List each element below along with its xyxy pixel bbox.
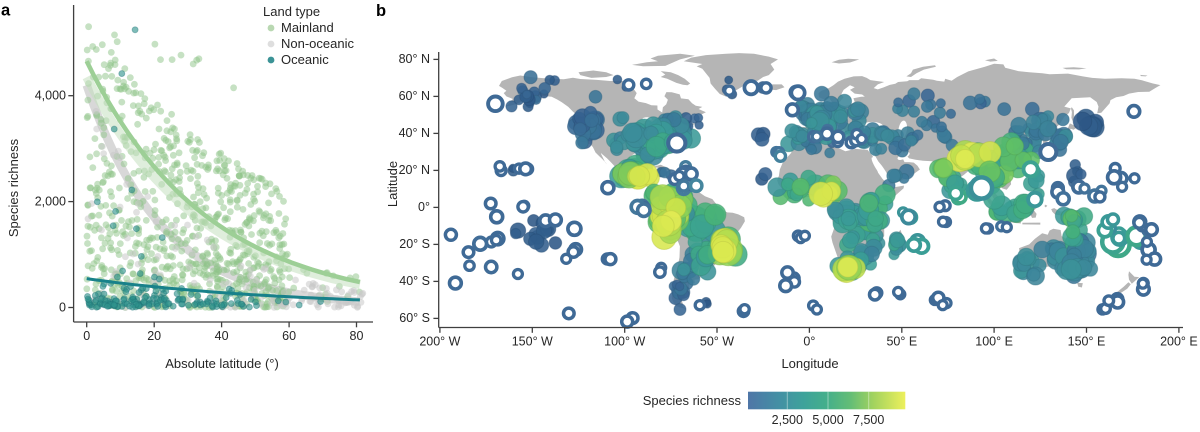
svg-text:0°: 0° — [803, 335, 815, 349]
svg-text:100° W: 100° W — [604, 335, 645, 349]
svg-text:Absolute latitude (°): Absolute latitude (°) — [165, 356, 279, 371]
svg-text:a: a — [1, 2, 11, 20]
svg-text:40: 40 — [215, 329, 229, 343]
svg-text:Mainland: Mainland — [281, 20, 334, 35]
svg-text:40° S: 40° S — [399, 274, 430, 288]
svg-text:80: 80 — [350, 329, 364, 343]
svg-text:Latitude: Latitude — [385, 161, 400, 207]
svg-text:0°: 0° — [418, 200, 430, 214]
svg-text:4,000: 4,000 — [35, 88, 66, 102]
svg-text:60° N: 60° N — [399, 89, 430, 103]
svg-text:Oceanic: Oceanic — [281, 52, 329, 67]
svg-text:100° E: 100° E — [975, 335, 1013, 349]
svg-text:150° W: 150° W — [512, 335, 553, 349]
svg-text:20: 20 — [147, 329, 161, 343]
svg-text:b: b — [376, 2, 386, 20]
svg-text:60: 60 — [282, 329, 296, 343]
svg-text:2,500: 2,500 — [772, 413, 803, 427]
svg-text:0: 0 — [83, 329, 90, 343]
svg-text:Non-oceanic: Non-oceanic — [281, 36, 354, 51]
svg-text:0: 0 — [59, 300, 66, 314]
svg-text:7,500: 7,500 — [853, 413, 884, 427]
svg-text:50° W: 50° W — [700, 335, 734, 349]
svg-text:20° N: 20° N — [399, 163, 430, 177]
svg-text:50° E: 50° E — [886, 335, 917, 349]
svg-text:150° E: 150° E — [1068, 335, 1106, 349]
svg-text:Species richness: Species richness — [6, 138, 21, 237]
svg-text:20° S: 20° S — [399, 237, 430, 251]
svg-text:60° S: 60° S — [399, 311, 430, 325]
svg-text:40° N: 40° N — [399, 126, 430, 140]
svg-text:200° W: 200° W — [419, 335, 460, 349]
svg-text:200° E: 200° E — [1160, 335, 1198, 349]
svg-text:Species richness: Species richness — [643, 393, 742, 408]
svg-text:5,000: 5,000 — [812, 413, 843, 427]
svg-text:80° N: 80° N — [399, 52, 430, 66]
svg-text:2,000: 2,000 — [35, 194, 66, 208]
svg-text:Longitude: Longitude — [781, 356, 838, 371]
svg-text:Land type: Land type — [263, 4, 320, 19]
